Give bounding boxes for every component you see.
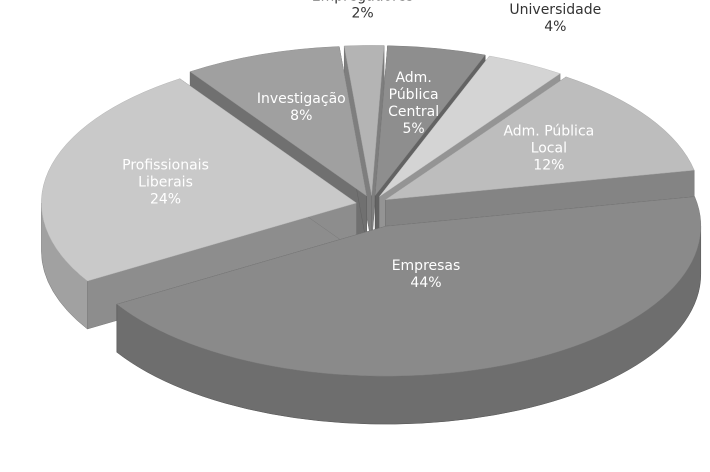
- slice-label: Universidade 4%: [509, 2, 601, 36]
- slice-label: Empresas 44%: [392, 258, 461, 292]
- slice-label: Profissionais Liberais 24%: [122, 158, 209, 209]
- category-label: Adm. Pública Central: [388, 70, 440, 121]
- slice: [116, 196, 702, 377]
- category-label: Universidade: [509, 2, 602, 19]
- value-label: 44%: [410, 275, 442, 292]
- slice: [374, 45, 486, 197]
- slice: [385, 76, 695, 200]
- value-label: 2%: [351, 5, 374, 22]
- value-label: 8%: [290, 108, 313, 125]
- slice: [343, 45, 385, 196]
- slice-label: Investigação 8%: [257, 91, 346, 125]
- slice: [41, 78, 357, 282]
- value-label: 12%: [533, 157, 565, 174]
- category-label: Investigação: [256, 91, 346, 108]
- category-label: Empresas: [391, 258, 461, 275]
- category-label: Adm. Pública Local: [503, 123, 595, 157]
- value-label: 24%: [149, 191, 182, 208]
- category-label: Outros Empregadores: [312, 0, 414, 6]
- value-label: 4%: [544, 19, 567, 36]
- slice-label: Outros Empregadores2%: [312, 0, 414, 23]
- slice: [189, 46, 368, 197]
- category-label: Profissionais Liberais: [122, 157, 209, 191]
- slice: [379, 55, 561, 197]
- slice-label: Adm. Pública Local 12%: [503, 123, 594, 174]
- value-label: 5%: [402, 121, 425, 138]
- slice-label: Adm. Pública Central 5%: [388, 70, 439, 138]
